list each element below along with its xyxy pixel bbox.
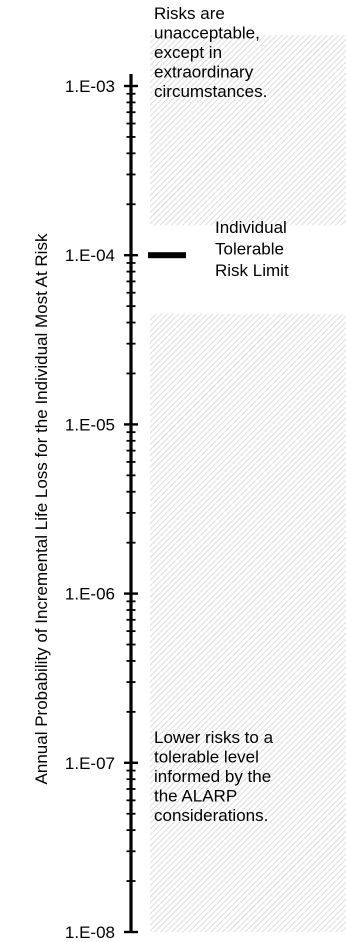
risk-limit-label-line: Tolerable [215,240,284,259]
risk-limit-bar [148,252,186,259]
tick-label: 1.E-08 [65,923,115,942]
region-unacceptable-text-line: except in [154,43,222,62]
region-unacceptable-text-line: Risks are [154,4,225,23]
tick-label: 1.E-07 [65,754,115,773]
tick-label: 1.E-04 [65,246,115,265]
y-axis-label: Annual Probability of Incremental Life L… [32,233,51,784]
region-tolerable [150,313,346,932]
region-tolerable-text-line: informed by the [154,767,271,786]
tick-label: 1.E-03 [65,77,115,96]
region-unacceptable-text-line: extraordinary [154,63,254,82]
y-axis [124,74,138,934]
tick-labels: 1.E-03 1.E-04 1.E-05 1.E-06 1.E-07 1.E-08 [65,77,115,942]
region-tolerable-text-line: considerations. [154,806,268,825]
tick-label: 1.E-05 [65,415,115,434]
region-unacceptable-text-line: unacceptable, [154,24,260,43]
region-tolerable-text-line: the ALARP [154,787,237,806]
tick-label: 1.E-06 [65,585,115,604]
region-tolerable-text-line: tolerable level [154,748,259,767]
region-tolerable-text-line: Lower risks to a [154,728,274,747]
region-unacceptable-text-line: circumstances. [154,82,267,101]
risk-limit-label-line: Risk Limit [215,261,289,280]
risk-limit-label-line: Individual [215,218,287,237]
risk-limit-marker: Individual Tolerable Risk Limit [148,218,289,280]
region-unacceptable [150,35,346,226]
